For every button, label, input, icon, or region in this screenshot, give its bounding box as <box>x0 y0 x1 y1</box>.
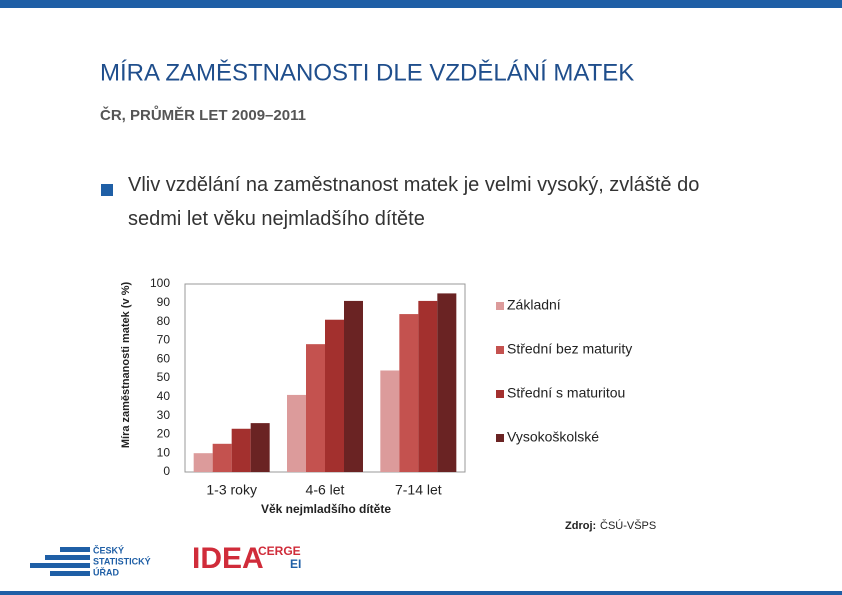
x-axis-label: Věk nejmladšího dítěte <box>261 502 391 516</box>
bar <box>193 453 213 472</box>
source-text: ČSÚ-VŠPS <box>600 519 656 532</box>
bar <box>418 300 438 472</box>
logo-stripe <box>45 555 90 560</box>
legend-marker <box>496 346 504 354</box>
x-tick-label: 7-14 let <box>395 482 442 498</box>
legend-label: Vysokoškolské <box>507 429 599 445</box>
y-tick-label: 30 <box>157 408 171 422</box>
top-stripe <box>0 0 842 8</box>
legend-label: Střední bez maturity <box>507 341 632 357</box>
logo-text: STATISTICKÝ <box>93 555 151 566</box>
bar <box>212 443 232 472</box>
bar <box>250 423 270 472</box>
subtitle: ČR, PRŮMĚR LET 2009–2011 <box>100 105 306 124</box>
y-tick-label: 0 <box>163 464 170 478</box>
source-label: Zdroj: <box>565 520 596 532</box>
cerge-logo: EI <box>290 557 301 571</box>
legend-marker <box>496 302 504 310</box>
legend-marker <box>496 434 504 442</box>
title: MÍRA ZAMĚSTNANOSTI DLE VZDĚLÁNÍ MATEK <box>100 59 634 86</box>
logo-text: ÚŘAD <box>93 566 119 577</box>
bar <box>287 394 306 472</box>
bar <box>231 428 251 472</box>
logo-stripe <box>60 547 90 552</box>
y-tick-label: 80 <box>157 314 171 328</box>
bar <box>306 344 325 472</box>
idea-logo: IDEA <box>192 542 264 575</box>
y-tick-label: 50 <box>157 370 171 384</box>
y-tick-label: 90 <box>157 295 171 309</box>
legend-label: Základní <box>507 297 561 313</box>
bar <box>399 314 419 472</box>
csu-logo: ČESKÝ STATISTICKÝ ÚŘAD <box>30 544 151 577</box>
bottom-stripe <box>0 591 842 595</box>
bar <box>325 319 344 472</box>
bullet-text: Vliv vzdělání na zaměstnanost matek je v… <box>128 176 700 230</box>
legend-label: Střední s maturitou <box>507 385 625 401</box>
y-tick-label: 20 <box>157 427 171 441</box>
y-axis-label: Míra zaměstnanosti matek (v %) <box>120 282 132 449</box>
y-tick-label: 70 <box>157 333 171 347</box>
logo-stripe <box>50 571 90 576</box>
bar <box>380 370 400 472</box>
bullet-box: Vliv vzdělání na zaměstnanost matek je v… <box>128 176 700 230</box>
logo-text: ČESKÝ <box>93 544 124 555</box>
x-tick-label: 1-3 roky <box>206 482 257 498</box>
logo-stripe <box>30 563 90 568</box>
bar <box>437 293 457 472</box>
y-tick-label: 40 <box>157 389 171 403</box>
y-tick-label: 10 <box>157 445 171 459</box>
legend-marker <box>496 390 504 398</box>
x-tick-label: 4-6 let <box>306 482 345 498</box>
cerge-logo: CERGE <box>258 544 301 558</box>
bullet-marker <box>101 184 113 196</box>
bar <box>344 300 363 472</box>
y-tick-label: 60 <box>157 351 171 365</box>
y-tick-label: 100 <box>150 276 170 290</box>
